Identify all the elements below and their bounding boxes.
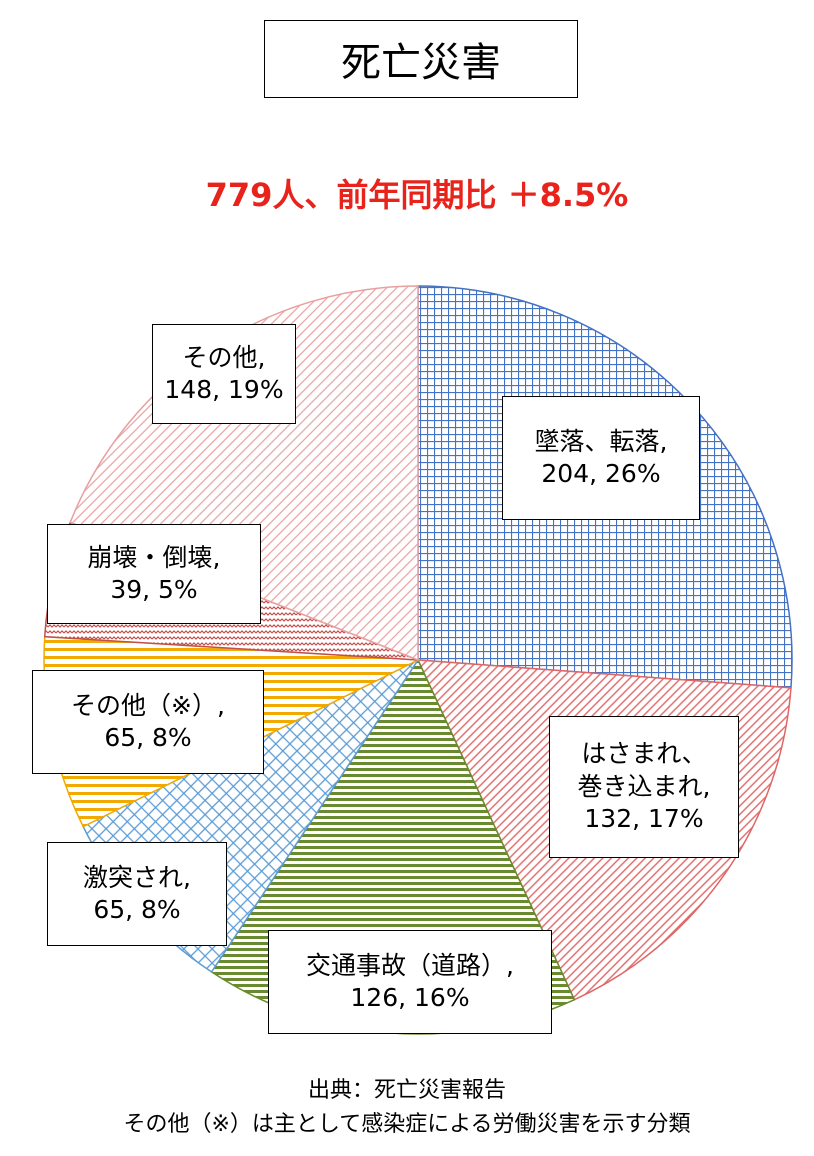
label-other-infection-name: その他（※）, [71, 690, 225, 720]
footer-note: その他（※）は主として感染症による労働災害を示す分類 [123, 1112, 691, 1137]
label-other-infection-value: 65, 8% [104, 723, 192, 752]
label-caught: はさまれ、 巻き込まれ, 132, 17% [549, 716, 739, 858]
label-other-infection: その他（※）, 65, 8% [32, 670, 264, 774]
label-traffic-value: 126, 16% [350, 983, 470, 1012]
chart-subtitle: 779人、前年同期比 ＋8.5% [205, 176, 629, 214]
label-other: その他, 148, 19% [152, 324, 296, 424]
footer-source: 出典：死亡災害報告 [307, 1078, 506, 1103]
chart-title: 死亡災害 [264, 20, 578, 98]
label-other-value: 148, 19% [164, 375, 284, 404]
label-fall-value: 204, 26% [541, 459, 661, 488]
label-collapse-name: 崩壊・倒壊, [87, 542, 221, 572]
label-fall-name: 墜落、転落, [534, 426, 668, 456]
label-traffic-name: 交通事故（道路）, [306, 950, 514, 980]
label-collapse: 崩壊・倒壊, 39, 5% [47, 524, 261, 624]
label-caught-name-2: 巻き込まれ, [577, 771, 711, 801]
label-caught-name-1: はさまれ、 [581, 739, 707, 769]
label-fall: 墜落、転落, 204, 26% [502, 396, 700, 520]
label-other-name: その他, [182, 342, 266, 372]
label-struck-value: 65, 8% [93, 895, 181, 924]
label-struck-name: 激突され, [83, 862, 191, 892]
label-traffic: 交通事故（道路）, 126, 16% [268, 930, 552, 1034]
label-struck: 激突され, 65, 8% [47, 842, 227, 946]
label-caught-value: 132, 17% [584, 804, 704, 834]
label-collapse-value: 39, 5% [110, 575, 198, 604]
